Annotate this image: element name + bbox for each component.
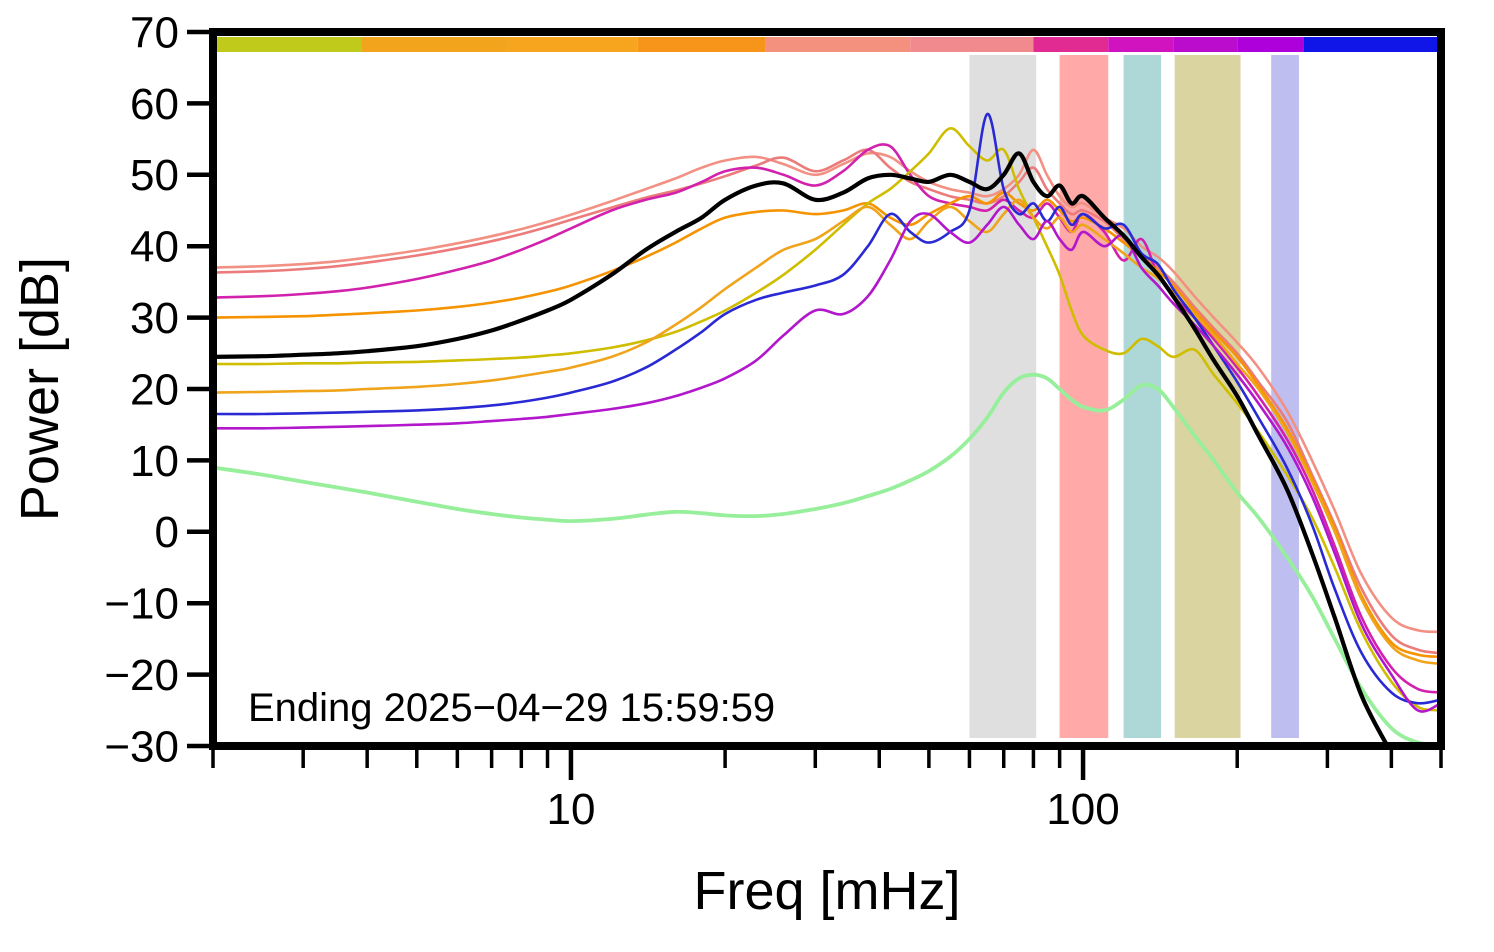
- y-tick-label: 40: [130, 223, 179, 272]
- colorbar-segment: [361, 37, 507, 52]
- colorbar-segment: [1303, 37, 1441, 52]
- y-tick-label: 20: [130, 365, 179, 414]
- y-tick-label: 30: [130, 294, 179, 343]
- colorbar-segment: [506, 37, 638, 52]
- series-blue: [213, 112, 1441, 705]
- y-tick-label: 60: [130, 80, 179, 129]
- frequency-bands: [969, 55, 1299, 738]
- series-magenta: [213, 143, 1441, 694]
- y-tick-label: −20: [104, 651, 179, 700]
- colorbar-segment: [637, 37, 766, 52]
- axis-ticks: [187, 29, 1443, 780]
- series-black: [213, 151, 1390, 746]
- ending-timestamp: Ending 2025−04−29 15:59:59: [248, 686, 776, 730]
- plot-border: [209, 28, 1445, 750]
- series-salmon-light: [213, 148, 1441, 634]
- colorbar-segment: [213, 37, 362, 52]
- y-tick-label: −10: [104, 580, 179, 629]
- y-tick-label: 70: [130, 8, 179, 57]
- colorbar-segment: [910, 37, 1034, 52]
- x-axis-label: Freq [mHz]: [693, 861, 961, 921]
- colorbar-segment: [765, 37, 911, 52]
- x-tick-label: 10: [546, 785, 595, 834]
- colorbar-segment: [1173, 37, 1238, 52]
- series-orange: [213, 191, 1441, 659]
- vband: [1174, 55, 1241, 738]
- y-tick-label: −30: [104, 722, 179, 771]
- colorbar-segment: [1108, 37, 1174, 52]
- series-violet: [213, 205, 1441, 713]
- y-tick-label: 50: [130, 151, 179, 200]
- x-tick-label: 100: [1046, 785, 1119, 834]
- series-gold: [213, 127, 1441, 712]
- y-tick-label: 0: [155, 508, 179, 557]
- series-orange-dark: [213, 198, 1441, 666]
- colorbar-segment: [1033, 37, 1109, 52]
- frequency-colorbar: [213, 37, 1441, 52]
- series-green: [213, 372, 1441, 746]
- y-tick-label: 10: [130, 437, 179, 486]
- y-axis-label: Power [dB]: [10, 256, 70, 522]
- spectra-curves: [213, 112, 1441, 746]
- vband: [1271, 55, 1299, 738]
- colorbar-segment: [1237, 37, 1304, 52]
